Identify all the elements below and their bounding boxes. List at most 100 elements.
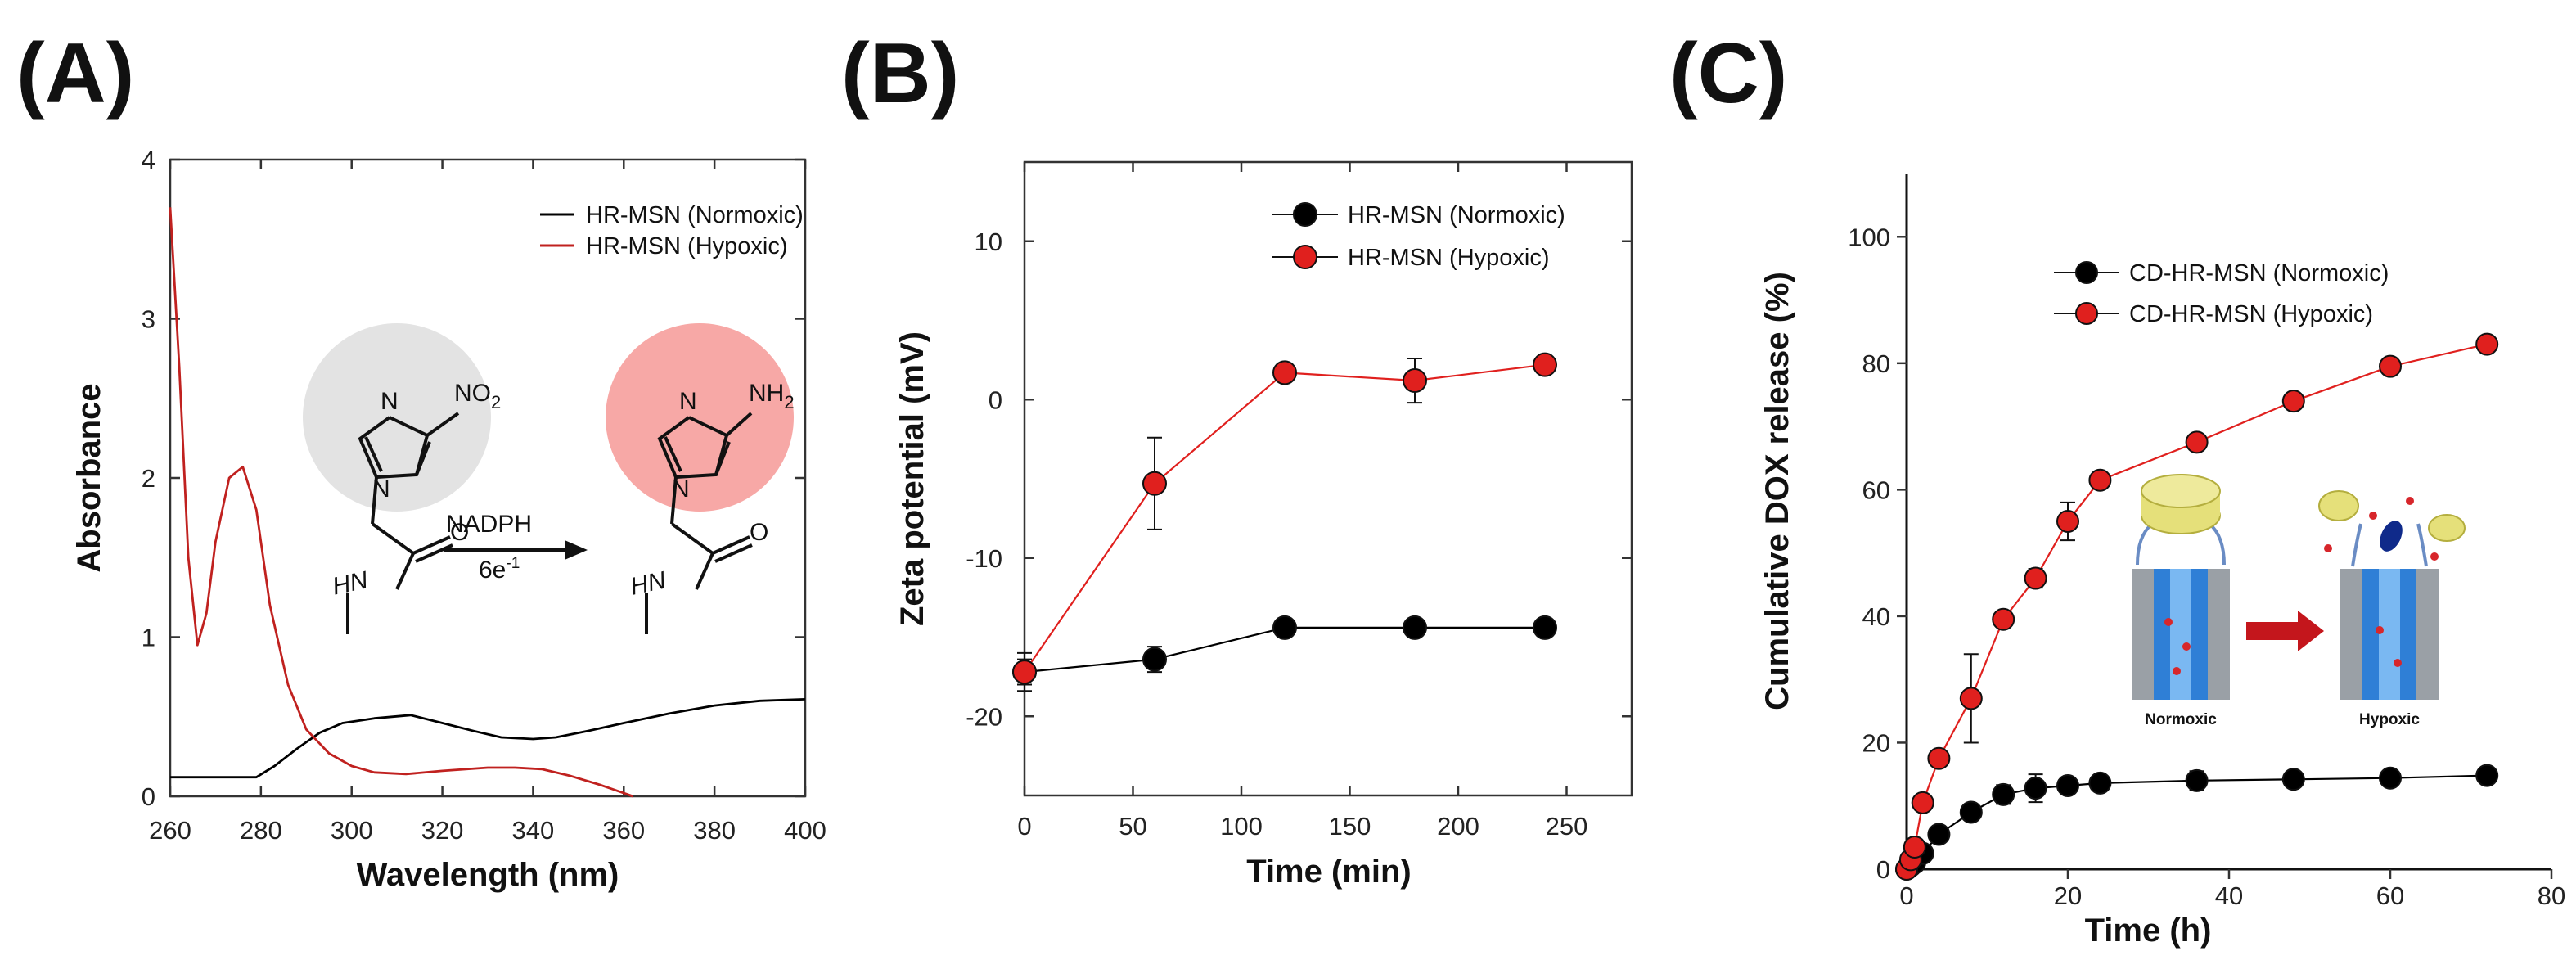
left-amide-bond	[395, 552, 415, 590]
right-oxygen-label: O	[750, 519, 768, 546]
right-nh2-bond	[725, 412, 753, 437]
normoxic-cargo-2	[2182, 642, 2191, 651]
right-ring-bonds	[657, 416, 729, 480]
panel-c-series-0-point-10	[2185, 768, 2209, 792]
right-ch2-bond	[670, 476, 678, 525]
left-oxygen-label: O	[450, 519, 469, 546]
panel-c-xtick-label-0: 0	[1899, 881, 1913, 910]
left-ring-bonds	[358, 416, 430, 480]
reagent-label: NADPH	[446, 511, 532, 538]
hypoxic-pore-highlight	[2379, 569, 2400, 700]
panel-b-series-0-point-1	[1142, 647, 1167, 672]
normoxic-particle: Normoxic	[2132, 474, 2230, 728]
panel-c-xtick-label-2: 40	[2215, 881, 2243, 910]
panel-c-series-1-point-5	[1959, 687, 1983, 710]
panel-a-legend-label-1: HR-MSN (Hypoxic)	[586, 233, 788, 259]
panel-a-ytick-label-1: 1	[142, 624, 155, 652]
panel-c-ytick-label-5: 100	[1848, 223, 1890, 251]
released-cargo-2	[2406, 497, 2414, 505]
panel-c-series-0-point-13	[2475, 764, 2499, 787]
panel-b-legend: HR-MSN (Normoxic) HR-MSN (Hypoxic)	[1272, 202, 1565, 271]
right-co-bond	[712, 535, 750, 555]
panel-a-legend-label-0: HR-MSN (Normoxic)	[586, 202, 804, 228]
left-co-bond-2	[415, 543, 453, 563]
reaction-arrow	[444, 540, 588, 560]
panel-a-letter: (A)	[16, 26, 134, 121]
reaction-scheme: N N NO2 O HN NADPH 6e-1	[303, 323, 795, 634]
panel-a-series-0-line	[170, 698, 806, 779]
right-ring-nitrogen-label: N	[672, 475, 690, 503]
panel-c-legend-label-1: CD-HR-MSN (Hypoxic)	[2129, 301, 2373, 327]
panel-c-series-0-point-11	[2281, 768, 2305, 791]
normoxic-cap-top	[2141, 474, 2221, 508]
nitroimidazole-highlight	[303, 323, 491, 512]
panel-c-series-1-point-11	[2281, 390, 2305, 413]
panel-c-legend: CD-HR-MSN (Normoxic) CD-HR-MSN (Hypoxic)	[2054, 260, 2389, 327]
left-co-bond	[412, 535, 451, 555]
panel-c-series-0-point-7	[2024, 777, 2047, 800]
left-substituent-label: NO2	[454, 380, 501, 412]
panel-a-xtick-label-4: 340	[512, 816, 555, 845]
right-ring-double-bond-2	[714, 441, 731, 475]
release-inset: Normoxic Hypoxi	[2132, 474, 2466, 728]
panel-c-ytick-label-1: 20	[1862, 728, 1890, 757]
panel-c: (C) 0 20 40 60 80 0 20 40 60 80 100 CD-HR-MSN (Nor…	[1669, 26, 2565, 949]
right-nitrogen-label: N	[679, 388, 697, 415]
panel-b-series-1-point-4	[1533, 352, 1557, 377]
right-co-bond-2	[714, 543, 753, 563]
normoxic-cargo-3	[2173, 667, 2181, 675]
panel-a-ylabel: Absorbance	[71, 383, 107, 572]
panel-c-series-0-point-6	[1992, 782, 2015, 806]
panel-b-legend-label-1: HR-MSN (Hypoxic)	[1348, 245, 1550, 271]
panel-c-xtick-label-4: 80	[2538, 881, 2565, 910]
panel-c-letter: (C)	[1669, 26, 1787, 121]
panel-c-series-1-point-13	[2475, 332, 2499, 356]
panel-b-xtick-label-5: 250	[1546, 812, 1588, 841]
panel-b-xtick-label-3: 150	[1329, 812, 1371, 841]
hypoxic-cargo-1	[2376, 626, 2384, 634]
panel-c-series-1-point-12	[2379, 354, 2402, 378]
panel-a-xlabel: Wavelength (nm)	[357, 857, 619, 893]
hypoxic-cargo-2	[2394, 659, 2402, 667]
released-cargo-1	[2369, 512, 2377, 520]
panel-a-ytick-label-0: 0	[142, 782, 155, 811]
panel-c-ytick-label-4: 80	[1862, 349, 1890, 378]
panel-a-series-1-line	[169, 207, 633, 798]
panel-a-xtick-label-1: 280	[240, 816, 282, 845]
panel-b-legend-marker-1	[1293, 245, 1317, 269]
left-ch2-bond	[371, 476, 378, 525]
released-cargo-3	[2324, 544, 2332, 552]
panel-c-series-0-point-8	[2056, 774, 2079, 797]
panel-c-legend-marker-0	[2075, 261, 2098, 284]
left-nitrogen-label: N	[381, 388, 399, 415]
panel-b-series	[1012, 352, 1557, 692]
panel-c-legend-marker-1	[2075, 302, 2098, 325]
panel-a-series	[169, 207, 806, 798]
left-hn-label: HN	[330, 566, 371, 600]
panel-b-xlabel: Time (min)	[1246, 854, 1412, 890]
panel-b-ylabel: Zeta potential (mV)	[894, 331, 930, 626]
panel-b-ytick-label-1: -10	[966, 544, 1002, 573]
panel-b-xtick-label-2: 100	[1220, 812, 1263, 841]
panel-b-series-1-point-0	[1012, 660, 1037, 685]
panel-b: (B) 0 50 100 150 200 250 -20 -10 0 10 HR-MSN (Nor…	[841, 26, 1633, 890]
normoxic-label: Normoxic	[2145, 711, 2217, 728]
released-cargo-4	[2430, 552, 2439, 561]
hypoxic-particle: Hypoxic	[2318, 490, 2466, 728]
panel-c-legend-label-0: CD-HR-MSN (Normoxic)	[2129, 260, 2389, 286]
nitroimidazole-structure	[346, 412, 460, 634]
right-amide-bond	[695, 552, 714, 590]
panel-b-series-0-point-2	[1272, 615, 1297, 640]
hypoxic-linkers	[2351, 523, 2428, 567]
panel-b-series-1-point-3	[1403, 368, 1427, 394]
panel-b-series-1-point-1	[1142, 471, 1167, 496]
left-ring-double-bond	[364, 436, 383, 472]
panel-b-axes: 0 50 100 150 200 250 -20 -10 0 10	[966, 162, 1632, 841]
panel-b-series-0-point-4	[1533, 615, 1557, 640]
aminoimidazole-highlight	[606, 323, 794, 512]
panel-b-letter: (B)	[841, 26, 959, 121]
right-hn-label: HN	[628, 566, 669, 600]
right-ring-double-bond	[664, 436, 682, 472]
panel-c-series-0-point-9	[2088, 771, 2112, 795]
